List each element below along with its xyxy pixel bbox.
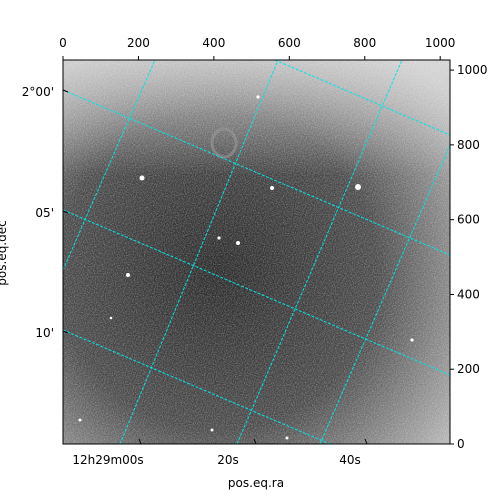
y-tick-label: 800 [457, 138, 480, 152]
ra-tick-label: 12h29m00s [72, 453, 143, 467]
x-tick-label: 400 [202, 36, 225, 50]
grid-line [274, 59, 451, 136]
x-tick-label: 200 [127, 36, 150, 50]
dec-tick [62, 330, 69, 334]
y-tick-label: 1000 [457, 63, 488, 77]
x-axis-label: pos.eq.ra [228, 476, 284, 490]
x-tick-label: 800 [353, 36, 376, 50]
x-tick-label: 1000 [425, 36, 456, 50]
coordinate-grid [62, 59, 451, 445]
ra-tick [364, 438, 368, 445]
x-tick-label: 600 [278, 36, 301, 50]
dec-tick-label: 2°00' [22, 85, 54, 99]
grid-line [236, 59, 403, 445]
dec-tick [62, 89, 69, 93]
ra-tick-label: 40s [339, 453, 361, 467]
y-tick-label: 200 [457, 362, 480, 376]
grid-line [319, 144, 451, 445]
x-tick-label: 0 [59, 36, 67, 50]
ra-tick [138, 438, 142, 445]
frame [62, 59, 451, 445]
image [63, 60, 450, 444]
grid-line [62, 329, 331, 445]
y-tick-label: 0 [457, 437, 465, 451]
dec-tick-label: 10' [35, 326, 54, 340]
grid-line [119, 59, 279, 445]
grid-line [62, 59, 156, 271]
grid-line [62, 209, 451, 376]
ra-tick-label: 20s [217, 453, 239, 467]
y-tick-label: 400 [457, 287, 480, 301]
grid-line [62, 89, 451, 256]
y-axis-label: pos.eq.dec [0, 220, 9, 285]
dec-tick-label: 05' [35, 206, 54, 220]
ra-tick [253, 438, 257, 445]
y-tick-label: 600 [457, 213, 480, 227]
dec-tick [62, 210, 69, 214]
